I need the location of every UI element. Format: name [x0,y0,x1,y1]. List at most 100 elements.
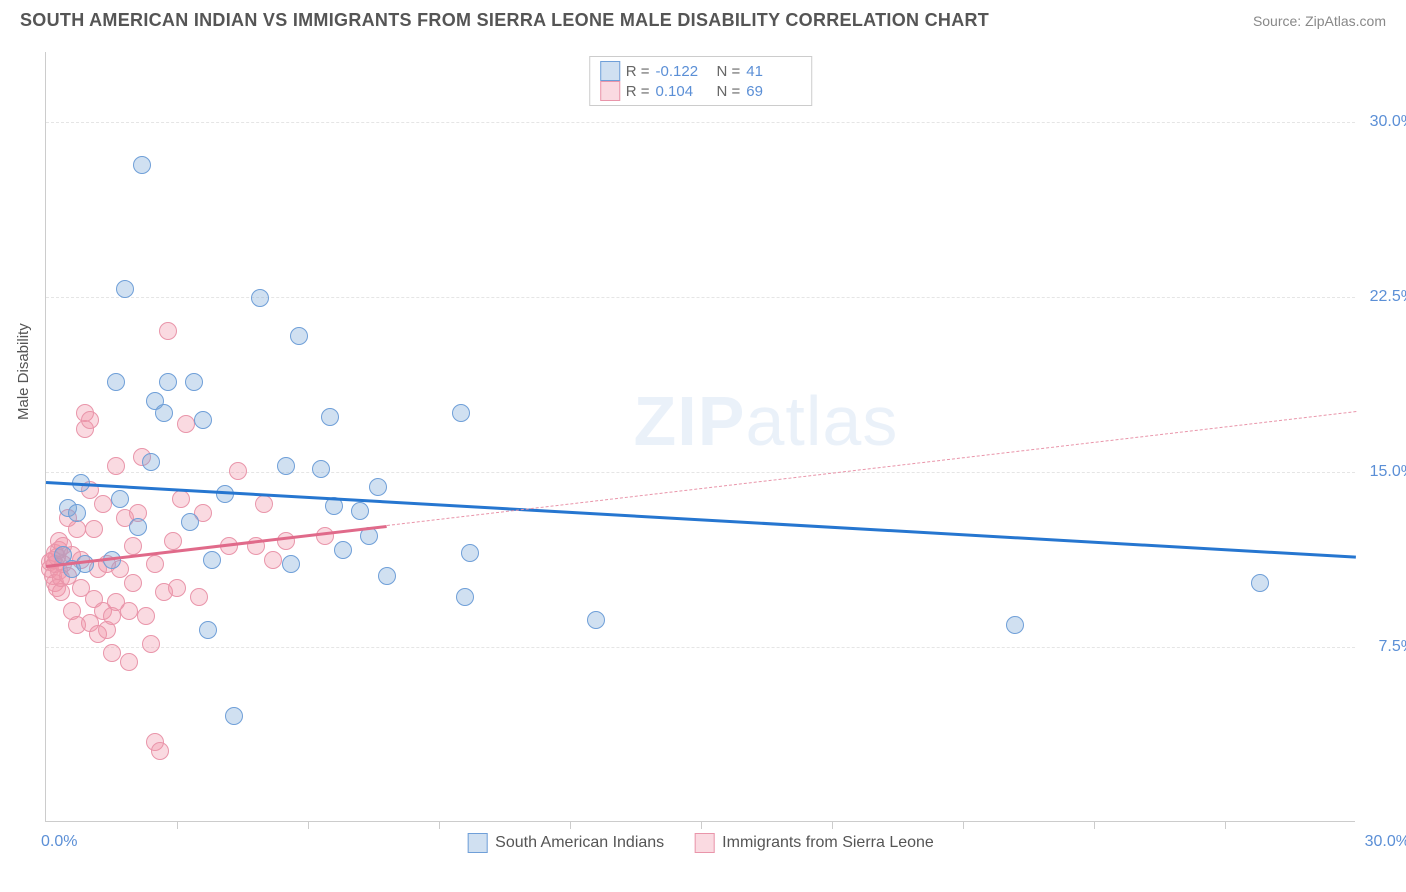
legend-r-value: 0.104 [656,83,711,100]
y-tick-label: 22.5% [1370,288,1406,306]
x-tick-label-min: 0.0% [41,833,77,851]
data-point [155,404,173,422]
data-point [68,520,86,538]
data-point [120,602,138,620]
legend-r-label: R = [626,83,650,100]
legend-swatch [600,81,620,101]
data-point [164,532,182,550]
legend-item: South American Indians [467,833,664,853]
legend-swatch [694,833,714,853]
data-point [107,373,125,391]
data-point [146,555,164,573]
data-point [159,373,177,391]
data-point [151,742,169,760]
x-tick [832,821,833,829]
data-point [133,156,151,174]
data-point [137,607,155,625]
data-point [225,707,243,725]
data-point [251,289,269,307]
chart-plot-area: ZIPatlas 7.5%15.0%22.5%30.0%0.0%30.0%R =… [45,52,1355,822]
legend-n-label: N = [717,63,741,80]
data-point [199,621,217,639]
data-point [277,532,295,550]
data-point [190,588,208,606]
data-point [452,404,470,422]
x-tick [701,821,702,829]
data-point [194,411,212,429]
data-point [321,408,339,426]
trend-line [46,481,1356,559]
data-point [290,327,308,345]
watermark: ZIPatlas [634,381,899,461]
data-point [85,520,103,538]
x-tick [963,821,964,829]
legend-row: R = -0.122 N = 41 [600,61,802,81]
y-tick-label: 30.0% [1370,113,1406,131]
data-point [68,504,86,522]
legend-label: Immigrants from Sierra Leone [722,834,934,852]
data-point [142,453,160,471]
data-point [229,462,247,480]
x-tick [570,821,571,829]
data-point [142,635,160,653]
legend-item: Immigrants from Sierra Leone [694,833,934,853]
data-point [116,280,134,298]
data-point [351,502,369,520]
header: SOUTH AMERICAN INDIAN VS IMMIGRANTS FROM… [0,0,1406,36]
data-point [1251,574,1269,592]
legend-r-value: -0.122 [656,63,711,80]
series-legend: South American Indians Immigrants from Si… [467,833,934,853]
data-point [168,579,186,597]
data-point [277,457,295,475]
data-point [282,555,300,573]
data-point [456,588,474,606]
x-tick [1094,821,1095,829]
data-point [203,551,221,569]
y-tick-label: 7.5% [1379,638,1406,656]
data-point [172,490,190,508]
correlation-legend: R = -0.122 N = 41 R = 0.104 N = 69 [589,56,813,106]
x-tick-label-max: 30.0% [1365,833,1406,851]
data-point [177,415,195,433]
legend-label: South American Indians [495,834,664,852]
x-tick [177,821,178,829]
data-point [587,611,605,629]
x-tick [439,821,440,829]
data-point [159,322,177,340]
data-point [1006,616,1024,634]
data-point [81,411,99,429]
data-point [124,574,142,592]
data-point [76,555,94,573]
data-point [334,541,352,559]
data-point [461,544,479,562]
legend-swatch [600,61,620,81]
data-point [312,460,330,478]
data-point [369,478,387,496]
legend-r-label: R = [626,63,650,80]
data-point [181,513,199,531]
source-label: Source: ZipAtlas.com [1253,13,1386,29]
legend-n-value: 69 [746,83,801,100]
data-point [111,490,129,508]
legend-n-label: N = [717,83,741,100]
data-point [264,551,282,569]
legend-n-value: 41 [746,63,801,80]
chart-title: SOUTH AMERICAN INDIAN VS IMMIGRANTS FROM… [20,10,989,31]
gridline [46,647,1355,648]
data-point [107,457,125,475]
data-point [103,644,121,662]
data-point [185,373,203,391]
legend-swatch [467,833,487,853]
data-point [94,495,112,513]
y-tick-label: 15.0% [1370,463,1406,481]
data-point [316,527,334,545]
y-axis-label: Male Disability [15,323,32,420]
legend-row: R = 0.104 N = 69 [600,81,802,101]
data-point [378,567,396,585]
gridline [46,297,1355,298]
data-point [124,537,142,555]
x-tick [308,821,309,829]
data-point [255,495,273,513]
x-tick [1225,821,1226,829]
data-point [129,518,147,536]
